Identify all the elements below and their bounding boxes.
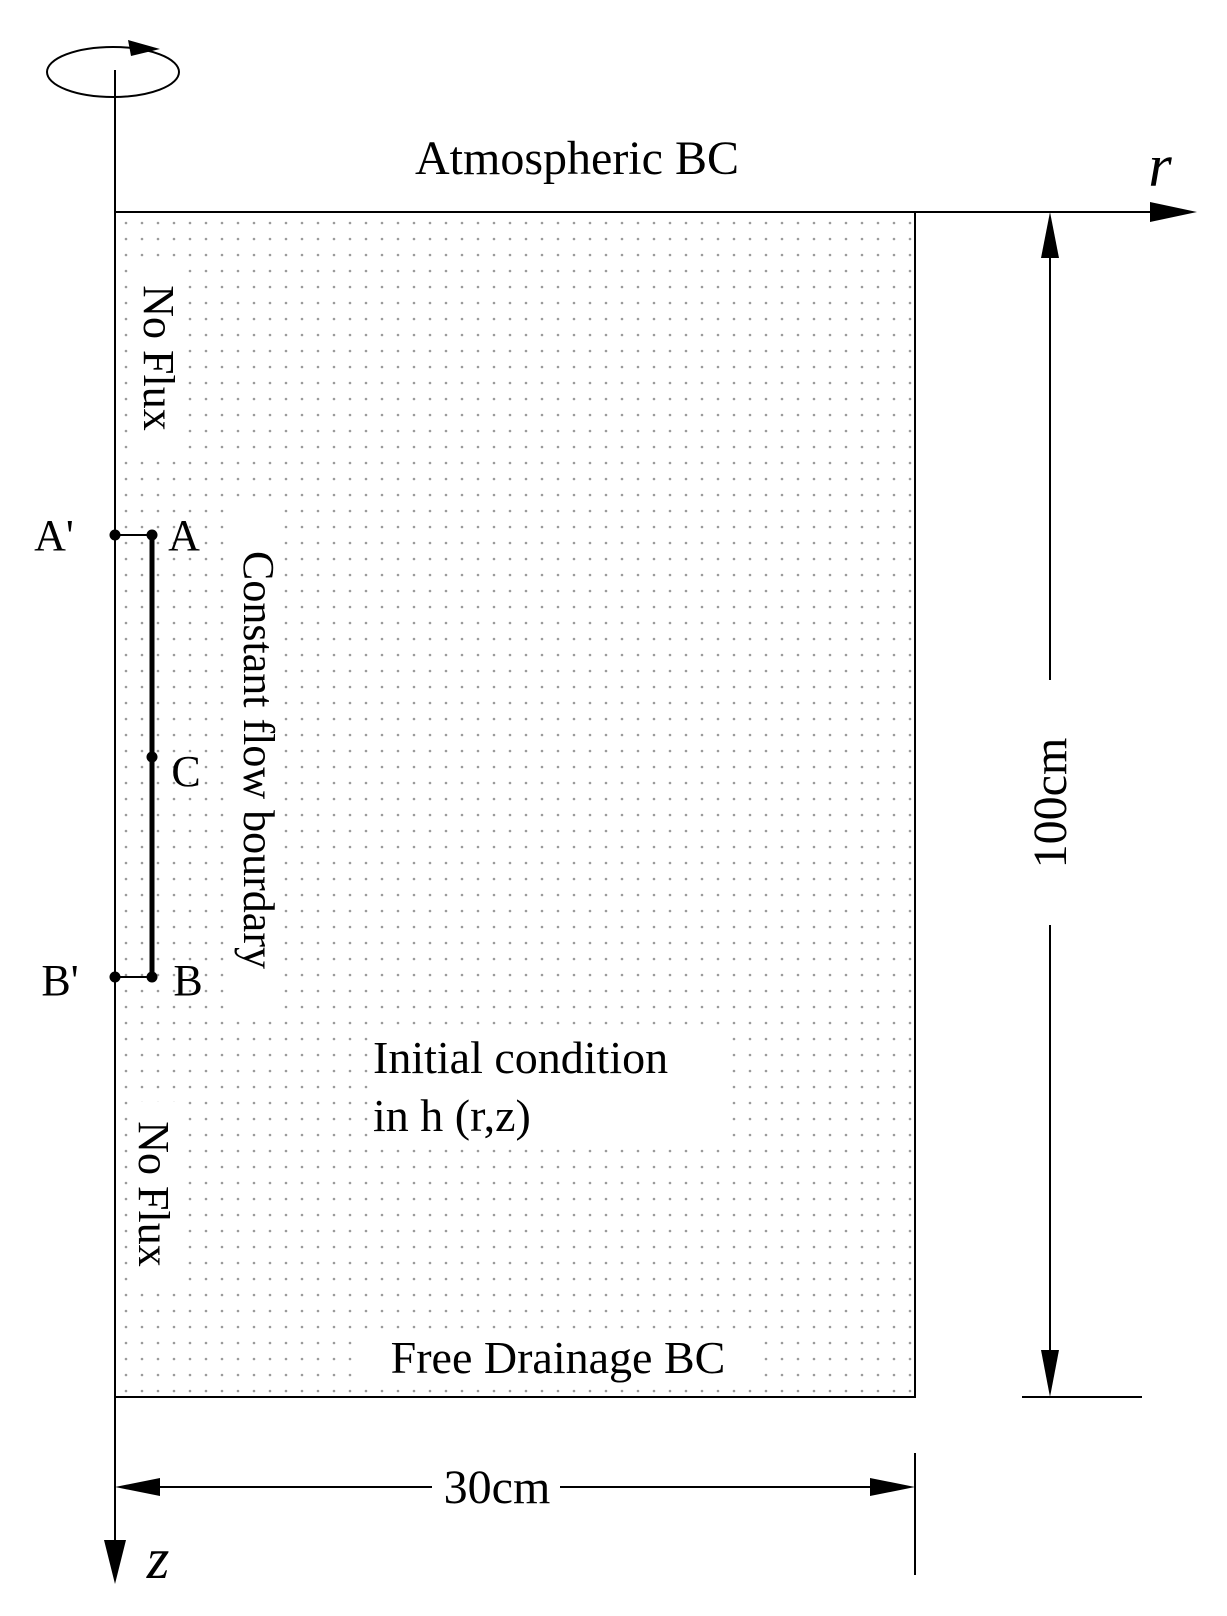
label-mask-noflux-upper (138, 266, 184, 450)
point-c-label: C (171, 747, 200, 796)
no-flux-upper-label: No Flux (134, 285, 183, 430)
height-dim-arrow-bottom (1041, 1350, 1059, 1397)
top-boundary-label: Atmospheric BC (415, 132, 739, 185)
initial-condition-line2: in h (r,z) (373, 1090, 531, 1141)
point-a-prime-label: A' (34, 511, 74, 560)
no-flux-lower-label: No Flux (129, 1121, 178, 1266)
point-a-prime-dot (109, 529, 121, 541)
height-dim-arrow-top (1041, 212, 1059, 258)
point-b-dot (146, 971, 158, 983)
rotation-arrowhead (128, 40, 160, 56)
label-mask-constant (236, 505, 284, 1015)
point-b-label: B (173, 956, 202, 1005)
bottom-boundary-label: Free Drainage BC (391, 1332, 726, 1383)
label-mask-noflux-lower (133, 1102, 179, 1286)
z-axis-label: z (146, 1526, 170, 1591)
point-a-label: A (168, 511, 200, 560)
point-b-prime-dot (109, 971, 121, 983)
point-c-dot (146, 751, 158, 763)
r-axis-label: r (1148, 133, 1172, 199)
z-axis-arrowhead (104, 1540, 126, 1584)
label-mask-initial (368, 1032, 724, 1144)
constant-flow-label: Constant flow bourdary (234, 551, 283, 969)
width-dim-arrow-left (115, 1478, 160, 1496)
initial-condition-line1: Initial condition (373, 1032, 668, 1083)
label-mask-free (360, 1333, 760, 1385)
width-dim-arrow-right (870, 1478, 915, 1496)
rotation-ellipse (46, 46, 180, 98)
width-dimension-label: 30cm (444, 1461, 551, 1514)
point-a-dot (146, 529, 158, 541)
point-b-prime-label: B' (41, 956, 78, 1005)
r-axis-arrowhead (1150, 202, 1197, 222)
height-dimension-label: 100cm (1024, 738, 1077, 869)
